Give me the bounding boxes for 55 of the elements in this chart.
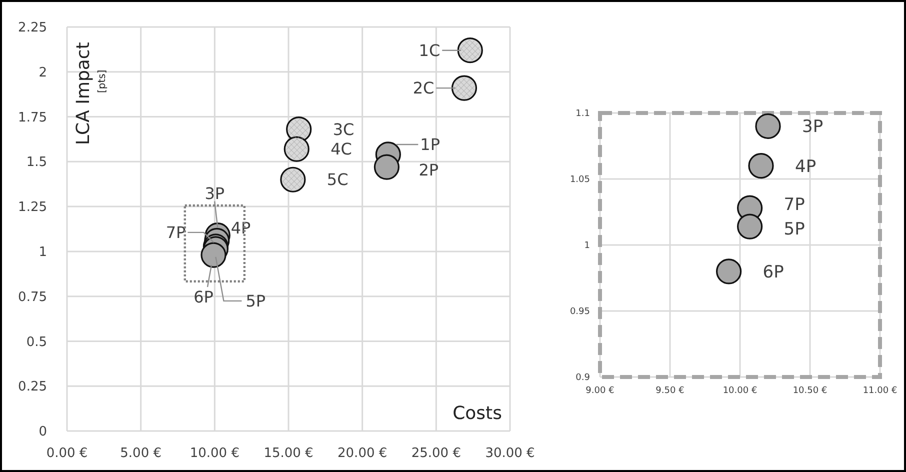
x-tick-label: 20.00 € <box>338 446 388 461</box>
annotation: 5C <box>326 170 348 190</box>
point <box>451 75 478 101</box>
annotation: 6P <box>194 288 214 307</box>
point <box>457 38 483 64</box>
annotation: 2P <box>418 160 439 180</box>
annotation: 6P <box>762 262 784 282</box>
point <box>374 154 400 180</box>
x-tick-label: 0.00 € <box>46 446 88 461</box>
annotation: 3P <box>802 117 824 138</box>
y-tick-label: 1.75 <box>18 110 47 126</box>
y-tick-label: 1.25 <box>18 200 47 216</box>
annotation: 1P <box>420 135 440 154</box>
annotation: 1C <box>418 40 440 60</box>
x-tick-label: 10.00 € <box>190 446 240 461</box>
annotation: 4P <box>795 156 816 177</box>
annotation: 3C <box>332 120 354 139</box>
x-tick-label: 10.50 € <box>792 386 828 396</box>
y-tick-label: 0.75 <box>18 290 47 305</box>
y-tick-label: 0.25 <box>18 380 47 395</box>
point <box>755 113 781 139</box>
y-tick-label: 1.5 <box>26 155 47 170</box>
point <box>286 116 312 142</box>
x-tick-label: 11.00 € <box>862 386 898 396</box>
x-tick-label: 30.00 € <box>485 446 535 461</box>
x-tick-label: 10.00 € <box>722 386 758 396</box>
annotation: 5P <box>784 219 805 240</box>
annotation: 7P <box>784 194 805 215</box>
x-tick-label: 5.00 € <box>120 446 162 461</box>
point <box>737 214 763 240</box>
y-tick-label: 2.25 <box>18 20 47 36</box>
annotation: 3P <box>204 184 225 203</box>
y-tick-label: 1.05 <box>570 175 590 186</box>
y-tick-label: 0.5 <box>26 334 47 350</box>
y-tick-label: 1 <box>584 241 590 252</box>
annotation: 5P <box>246 292 266 311</box>
y-tick-label: 2 <box>38 65 47 80</box>
y-tick-label: 0.95 <box>570 307 590 318</box>
y-tick-label: 0.9 <box>576 373 590 384</box>
x-axis-title: Costs <box>452 403 502 424</box>
y-tick-label: 1.1 <box>576 109 590 120</box>
x-tick-label: 9.50 € <box>656 386 685 396</box>
annotation: 2C <box>412 78 434 98</box>
annotation: 4C <box>330 140 352 159</box>
y-tick-label: 0 <box>38 424 47 440</box>
point <box>284 136 310 162</box>
y-tick-label: 1 <box>38 244 47 260</box>
y-axis-title: LCA Impact [pts] <box>73 42 108 145</box>
annotation: 7P <box>166 223 186 242</box>
point <box>748 153 774 179</box>
x-tick-label: 25.00 € <box>411 446 461 461</box>
point <box>280 166 306 192</box>
point <box>716 258 742 284</box>
x-tick-label: 15.00 € <box>264 446 314 461</box>
x-tick-label: 9.00 € <box>586 386 615 396</box>
